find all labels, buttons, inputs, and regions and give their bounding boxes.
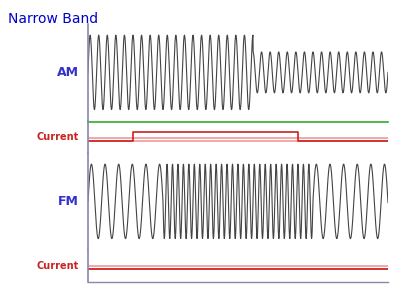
Text: FM: FM: [58, 195, 79, 208]
Text: Current: Current: [37, 132, 79, 142]
Text: Current: Current: [37, 261, 79, 271]
Text: AM: AM: [57, 66, 79, 79]
Text: Narrow Band: Narrow Band: [8, 12, 98, 26]
